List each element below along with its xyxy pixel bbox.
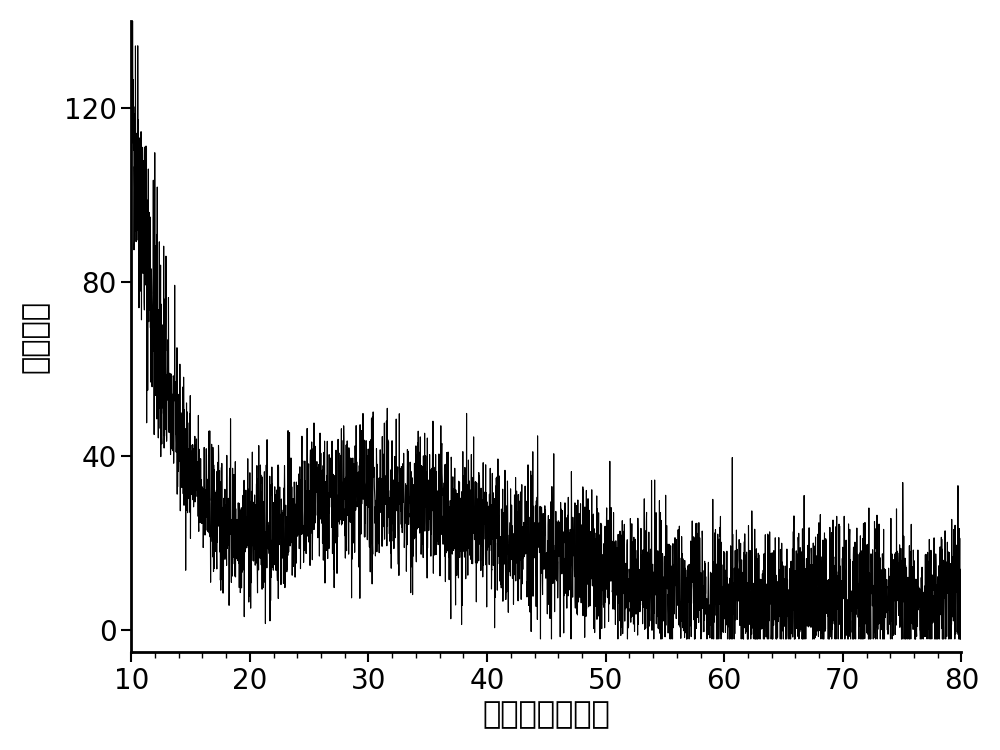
Y-axis label: 衍射强度: 衍射强度 [21, 300, 50, 373]
X-axis label: 衍射角度（度）: 衍射角度（度） [483, 700, 610, 729]
